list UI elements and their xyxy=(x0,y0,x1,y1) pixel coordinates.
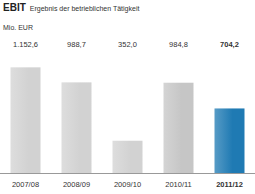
bar xyxy=(215,108,245,173)
bar xyxy=(11,67,41,173)
bar xyxy=(62,82,92,173)
bar xyxy=(164,83,194,173)
bar xyxy=(113,141,143,173)
baseline xyxy=(0,173,255,174)
data-label: 988,7 xyxy=(67,40,86,49)
x-tick-label: 2010/11 xyxy=(165,180,192,189)
x-tick-label: 2011/12 xyxy=(216,180,243,189)
x-tick-label: 2009/10 xyxy=(114,180,141,189)
title: EBIT xyxy=(3,2,26,13)
data-label: 984,8 xyxy=(169,40,188,49)
x-tick-label: 2007/08 xyxy=(12,180,39,189)
data-label: 352,0 xyxy=(118,40,137,49)
chart-container: EBIT Ergebnis der betrieblichen Tätigkeit… xyxy=(0,0,255,194)
chart-svg: EBIT Ergebnis der betrieblichen Tätigkeit… xyxy=(0,0,255,194)
data-label: 1.152,6 xyxy=(13,40,38,49)
x-tick-label: 2008/09 xyxy=(63,180,90,189)
bars xyxy=(11,67,245,173)
data-label: 704,2 xyxy=(220,40,239,49)
subtitle: Ergebnis der betrieblichen Tätigkeit xyxy=(30,5,140,13)
y-label: Mio. EUR xyxy=(3,24,33,31)
